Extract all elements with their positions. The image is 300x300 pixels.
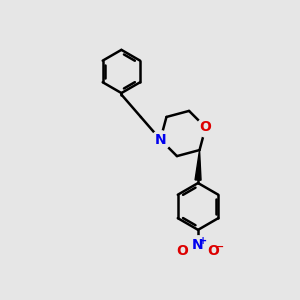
Text: O: O — [176, 244, 188, 258]
Text: N: N — [154, 133, 166, 147]
Text: O: O — [200, 120, 212, 134]
Text: O: O — [208, 244, 220, 258]
Text: N: N — [192, 238, 204, 252]
Text: −: − — [215, 242, 224, 252]
Text: +: + — [199, 236, 207, 246]
Polygon shape — [195, 150, 201, 180]
